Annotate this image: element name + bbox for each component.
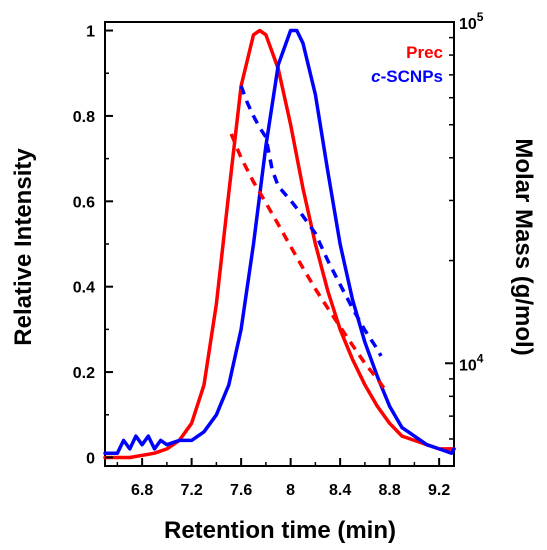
legend: Prec c-SCNPs — [371, 43, 443, 86]
x-tick-label-6: 9.2 — [428, 482, 450, 499]
y-tick-label-3: 0.6 — [73, 194, 95, 211]
plot-frame — [104, 21, 455, 467]
series-line-0 — [103, 28, 456, 460]
x-axis: 6.8 7.2 7.6 8 8.4 8.8 9.2 — [116, 458, 450, 499]
x-tick-label-1: 7.2 — [181, 482, 203, 499]
y-tick-label-5: 1 — [86, 24, 95, 41]
y-axis-right: 104 105 — [445, 10, 484, 440]
y-axis-left: 0 0.2 0.4 0.6 0.8 1 — [73, 24, 113, 467]
y-axis-title-left: Relative Intensity — [10, 148, 37, 346]
legend-label-scnps-prefix: c — [371, 67, 381, 86]
legend-label-scnps: c-SCNPs — [371, 67, 443, 86]
x-tick-label-3: 8 — [286, 482, 295, 499]
legend-label-prec: Prec — [406, 43, 443, 62]
x-tick-label-5: 8.8 — [379, 482, 401, 499]
y-tick-label-1: 0.2 — [73, 365, 95, 382]
y2-tick-label-1: 105 — [459, 10, 484, 33]
series-line-3 — [239, 85, 383, 357]
y-tick-label-2: 0.4 — [73, 280, 95, 297]
series-lines — [103, 28, 456, 460]
y-axis-title-right: Molar Mass (g/mol) — [510, 138, 537, 355]
y2-tick-label-0: 104 — [459, 351, 484, 374]
series-line-2 — [229, 133, 389, 394]
legend-label-scnps-rest: -SCNPs — [381, 67, 443, 86]
x-axis-title: Retention time (min) — [164, 517, 396, 544]
x-tick-label-0: 6.8 — [131, 482, 153, 499]
series-line-1 — [103, 28, 456, 455]
x-tick-label-4: 8.4 — [329, 482, 351, 499]
y-tick-label-4: 0.8 — [73, 109, 95, 126]
x-tick-label-2: 7.6 — [230, 482, 252, 499]
y-tick-label-0: 0 — [86, 450, 95, 467]
